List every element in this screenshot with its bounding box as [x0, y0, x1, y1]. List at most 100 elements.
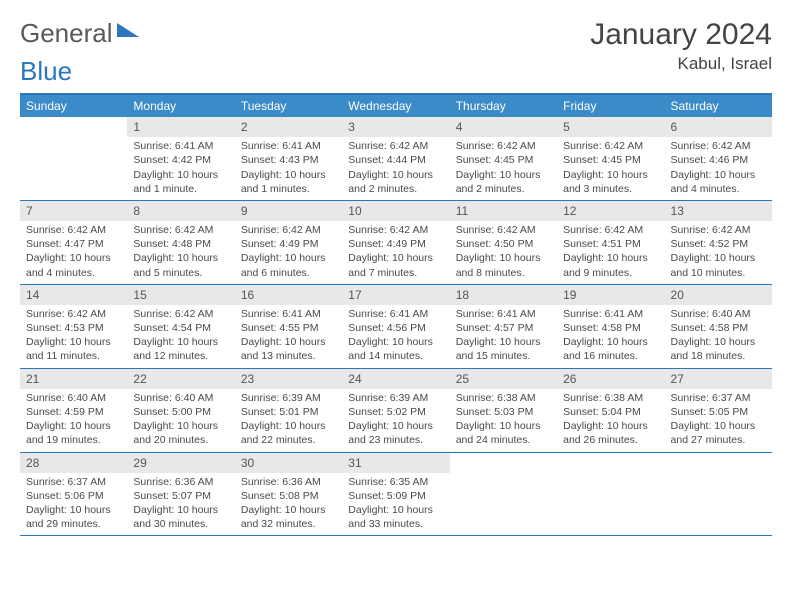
daylight-text: Daylight: 10 hours and 20 minutes.: [133, 419, 228, 447]
sunrise-text: Sunrise: 6:41 AM: [133, 139, 228, 153]
day-cell: [450, 453, 557, 536]
day-body: Sunrise: 6:41 AMSunset: 4:56 PMDaylight:…: [342, 305, 449, 368]
day-body: Sunrise: 6:36 AMSunset: 5:08 PMDaylight:…: [235, 473, 342, 536]
day-number: 11: [450, 201, 557, 221]
day-body: Sunrise: 6:40 AMSunset: 4:59 PMDaylight:…: [20, 389, 127, 452]
day-body: Sunrise: 6:42 AMSunset: 4:49 PMDaylight:…: [342, 221, 449, 284]
daylight-text: Daylight: 10 hours and 2 minutes.: [456, 168, 551, 196]
weeks-container: 1Sunrise: 6:41 AMSunset: 4:42 PMDaylight…: [20, 117, 772, 536]
daylight-text: Daylight: 10 hours and 4 minutes.: [671, 168, 766, 196]
dow-friday: Friday: [557, 95, 664, 117]
day-body: Sunrise: 6:42 AMSunset: 4:50 PMDaylight:…: [450, 221, 557, 284]
day-number: 1: [127, 117, 234, 137]
sunrise-text: Sunrise: 6:42 AM: [348, 223, 443, 237]
sunset-text: Sunset: 4:51 PM: [563, 237, 658, 251]
sunset-text: Sunset: 5:05 PM: [671, 405, 766, 419]
day-number: 19: [557, 285, 664, 305]
day-number: 20: [665, 285, 772, 305]
sunrise-text: Sunrise: 6:42 AM: [671, 223, 766, 237]
sunset-text: Sunset: 4:56 PM: [348, 321, 443, 335]
daylight-text: Daylight: 10 hours and 1 minutes.: [241, 168, 336, 196]
day-number: 16: [235, 285, 342, 305]
day-cell: 25Sunrise: 6:38 AMSunset: 5:03 PMDayligh…: [450, 369, 557, 452]
day-cell: 31Sunrise: 6:35 AMSunset: 5:09 PMDayligh…: [342, 453, 449, 536]
day-cell: 4Sunrise: 6:42 AMSunset: 4:45 PMDaylight…: [450, 117, 557, 200]
daylight-text: Daylight: 10 hours and 11 minutes.: [26, 335, 121, 363]
day-cell: 10Sunrise: 6:42 AMSunset: 4:49 PMDayligh…: [342, 201, 449, 284]
day-number: 18: [450, 285, 557, 305]
sunset-text: Sunset: 4:59 PM: [26, 405, 121, 419]
sunrise-text: Sunrise: 6:35 AM: [348, 475, 443, 489]
week-row: 14Sunrise: 6:42 AMSunset: 4:53 PMDayligh…: [20, 285, 772, 369]
sunrise-text: Sunrise: 6:42 AM: [26, 223, 121, 237]
day-number: 3: [342, 117, 449, 137]
sunrise-text: Sunrise: 6:41 AM: [241, 139, 336, 153]
day-cell: 29Sunrise: 6:36 AMSunset: 5:07 PMDayligh…: [127, 453, 234, 536]
sunset-text: Sunset: 5:06 PM: [26, 489, 121, 503]
week-row: 21Sunrise: 6:40 AMSunset: 4:59 PMDayligh…: [20, 369, 772, 453]
day-number: 24: [342, 369, 449, 389]
week-row: 28Sunrise: 6:37 AMSunset: 5:06 PMDayligh…: [20, 453, 772, 537]
sunrise-text: Sunrise: 6:42 AM: [348, 139, 443, 153]
daylight-text: Daylight: 10 hours and 7 minutes.: [348, 251, 443, 279]
day-body: Sunrise: 6:42 AMSunset: 4:45 PMDaylight:…: [557, 137, 664, 200]
sunrise-text: Sunrise: 6:42 AM: [456, 139, 551, 153]
sunrise-text: Sunrise: 6:42 AM: [563, 223, 658, 237]
day-body: Sunrise: 6:37 AMSunset: 5:05 PMDaylight:…: [665, 389, 772, 452]
day-cell: 8Sunrise: 6:42 AMSunset: 4:48 PMDaylight…: [127, 201, 234, 284]
daylight-text: Daylight: 10 hours and 16 minutes.: [563, 335, 658, 363]
day-body: Sunrise: 6:41 AMSunset: 4:42 PMDaylight:…: [127, 137, 234, 200]
day-body: Sunrise: 6:36 AMSunset: 5:07 PMDaylight:…: [127, 473, 234, 536]
sunset-text: Sunset: 5:03 PM: [456, 405, 551, 419]
sunset-text: Sunset: 4:50 PM: [456, 237, 551, 251]
day-body: Sunrise: 6:42 AMSunset: 4:48 PMDaylight:…: [127, 221, 234, 284]
daylight-text: Daylight: 10 hours and 4 minutes.: [26, 251, 121, 279]
daylight-text: Daylight: 10 hours and 1 minute.: [133, 168, 228, 196]
day-body: Sunrise: 6:42 AMSunset: 4:47 PMDaylight:…: [20, 221, 127, 284]
daylight-text: Daylight: 10 hours and 26 minutes.: [563, 419, 658, 447]
sunrise-text: Sunrise: 6:37 AM: [26, 475, 121, 489]
brand-part2: Blue: [20, 56, 772, 87]
daylight-text: Daylight: 10 hours and 27 minutes.: [671, 419, 766, 447]
sunset-text: Sunset: 5:04 PM: [563, 405, 658, 419]
daylight-text: Daylight: 10 hours and 19 minutes.: [26, 419, 121, 447]
day-body: Sunrise: 6:35 AMSunset: 5:09 PMDaylight:…: [342, 473, 449, 536]
day-number: 13: [665, 201, 772, 221]
day-number: 9: [235, 201, 342, 221]
sunrise-text: Sunrise: 6:37 AM: [671, 391, 766, 405]
day-body: Sunrise: 6:41 AMSunset: 4:58 PMDaylight:…: [557, 305, 664, 368]
dow-saturday: Saturday: [665, 95, 772, 117]
sunrise-text: Sunrise: 6:38 AM: [456, 391, 551, 405]
day-body: Sunrise: 6:42 AMSunset: 4:53 PMDaylight:…: [20, 305, 127, 368]
day-number: 23: [235, 369, 342, 389]
daylight-text: Daylight: 10 hours and 3 minutes.: [563, 168, 658, 196]
sunset-text: Sunset: 4:44 PM: [348, 153, 443, 167]
week-row: 7Sunrise: 6:42 AMSunset: 4:47 PMDaylight…: [20, 201, 772, 285]
daylight-text: Daylight: 10 hours and 24 minutes.: [456, 419, 551, 447]
day-cell: 15Sunrise: 6:42 AMSunset: 4:54 PMDayligh…: [127, 285, 234, 368]
day-cell: 6Sunrise: 6:42 AMSunset: 4:46 PMDaylight…: [665, 117, 772, 200]
sunrise-text: Sunrise: 6:42 AM: [671, 139, 766, 153]
sunrise-text: Sunrise: 6:42 AM: [563, 139, 658, 153]
daylight-text: Daylight: 10 hours and 30 minutes.: [133, 503, 228, 531]
sunrise-text: Sunrise: 6:42 AM: [456, 223, 551, 237]
day-cell: 7Sunrise: 6:42 AMSunset: 4:47 PMDaylight…: [20, 201, 127, 284]
day-body: Sunrise: 6:42 AMSunset: 4:44 PMDaylight:…: [342, 137, 449, 200]
day-body: Sunrise: 6:39 AMSunset: 5:02 PMDaylight:…: [342, 389, 449, 452]
day-cell: 16Sunrise: 6:41 AMSunset: 4:55 PMDayligh…: [235, 285, 342, 368]
sunset-text: Sunset: 4:53 PM: [26, 321, 121, 335]
day-number: 14: [20, 285, 127, 305]
daylight-text: Daylight: 10 hours and 23 minutes.: [348, 419, 443, 447]
day-body: Sunrise: 6:42 AMSunset: 4:51 PMDaylight:…: [557, 221, 664, 284]
sunset-text: Sunset: 4:57 PM: [456, 321, 551, 335]
day-number: 12: [557, 201, 664, 221]
day-cell: [665, 453, 772, 536]
calendar: Sunday Monday Tuesday Wednesday Thursday…: [20, 93, 772, 536]
day-number: 29: [127, 453, 234, 473]
day-number: 4: [450, 117, 557, 137]
sunrise-text: Sunrise: 6:39 AM: [348, 391, 443, 405]
week-row: 1Sunrise: 6:41 AMSunset: 4:42 PMDaylight…: [20, 117, 772, 201]
daylight-text: Daylight: 10 hours and 32 minutes.: [241, 503, 336, 531]
sunset-text: Sunset: 4:49 PM: [241, 237, 336, 251]
daylight-text: Daylight: 10 hours and 12 minutes.: [133, 335, 228, 363]
